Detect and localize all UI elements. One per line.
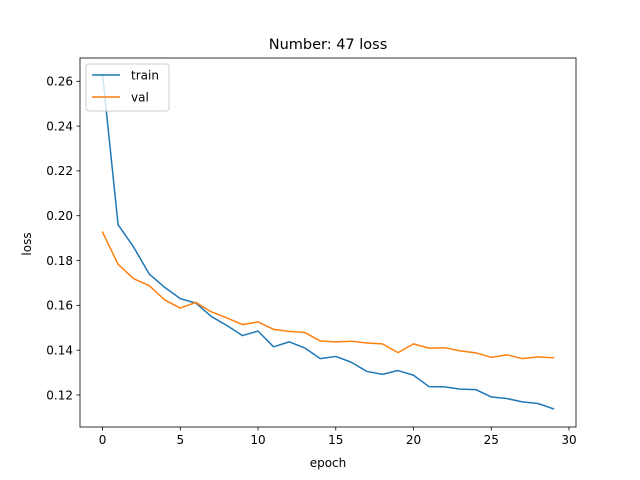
x-tick-label: 10 xyxy=(250,433,265,447)
axes-frame xyxy=(79,57,577,428)
y-tick-label: 0.16 xyxy=(46,299,73,313)
y-tick-label: 0.26 xyxy=(46,75,73,89)
y-tick-label: 0.24 xyxy=(46,119,73,133)
series-line-val xyxy=(101,231,555,360)
y-axis-label: loss xyxy=(20,232,34,255)
x-tick-label: 25 xyxy=(484,433,499,447)
y-tick-label: 0.20 xyxy=(46,209,73,223)
x-tick-label: 5 xyxy=(176,433,184,447)
x-tick-label: 20 xyxy=(406,433,421,447)
x-tick-label: 15 xyxy=(328,433,343,447)
series-line-train xyxy=(101,73,555,410)
x-axis-label: epoch xyxy=(310,456,347,470)
y-tick-label: 0.18 xyxy=(46,254,73,268)
y-tick-label: 0.22 xyxy=(46,164,73,178)
x-tick-label: 0 xyxy=(99,433,107,447)
legend: train val xyxy=(85,63,170,112)
plot-area: 0 5 10 15 20 25 30 0.12 0.14 0.16 0.18 0.20 0.22 0.24… xyxy=(46,57,577,447)
legend-label-val: val xyxy=(131,90,149,104)
y-tick-label: 0.12 xyxy=(46,388,73,402)
x-tick-label: 30 xyxy=(561,433,576,447)
chart-title: Number: 47 loss xyxy=(269,37,388,53)
y-tick-label: 0.14 xyxy=(46,343,73,357)
legend-label-train: train xyxy=(131,68,159,82)
